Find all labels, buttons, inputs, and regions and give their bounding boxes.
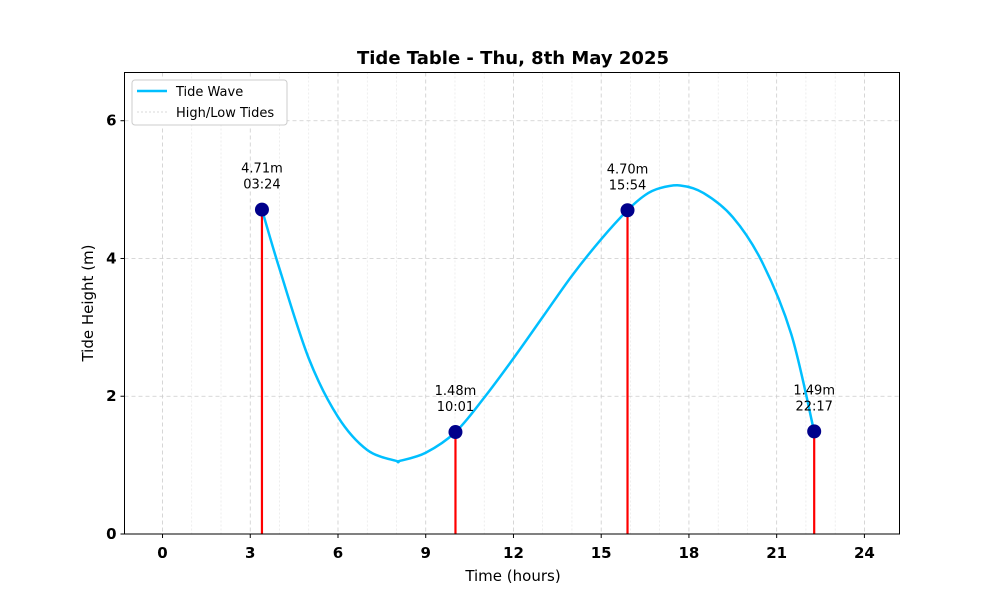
legend-label-tide-wave: Tide Wave [175, 85, 243, 100]
tide-point [448, 425, 463, 440]
y-tick-label: 4 [106, 249, 116, 267]
tide-point-time-label: 03:24 [243, 178, 280, 193]
tide-point-time-label: 15:54 [609, 178, 646, 193]
tide-wave-line [260, 184, 816, 464]
legend-label-high-low: High/Low Tides [176, 106, 274, 121]
x-tick-label: 6 [333, 544, 343, 562]
y-tick-label: 0 [106, 525, 116, 543]
y-axis-ticks: 0 2 4 6 [106, 112, 125, 543]
x-tick-label: 21 [766, 544, 787, 562]
y-tick-label: 6 [106, 112, 116, 130]
tide-point-height-label: 1.49m [793, 383, 835, 398]
legend: Tide Wave High/Low Tides [131, 79, 288, 126]
tide-point-height-label: 4.71m [241, 162, 283, 177]
y-tick-label: 2 [106, 387, 116, 405]
plot-frame [124, 72, 900, 535]
x-tick-label: 3 [245, 544, 255, 562]
x-tick-label: 15 [591, 544, 612, 562]
x-tick-label: 12 [503, 544, 524, 562]
tide-point [254, 202, 269, 217]
tide-points [254, 202, 822, 440]
tide-point-time-label: 22:17 [795, 399, 832, 414]
tide-stems [260, 209, 816, 534]
tide-point-time-label: 10:01 [437, 400, 474, 415]
tide-curve [260, 184, 816, 464]
x-axis-ticks: 0 3 6 9 12 15 18 21 24 [157, 534, 875, 562]
tide-point-height-label: 1.48m [435, 384, 477, 399]
tide-point-height-label: 4.70m [607, 162, 649, 177]
chart-title: Tide Table - Thu, 8th May 2025 [357, 48, 669, 69]
tide-point [807, 424, 822, 439]
x-tick-label: 24 [854, 544, 875, 562]
x-tick-label: 0 [157, 544, 167, 562]
grid [124, 72, 900, 534]
legend-box [131, 79, 288, 126]
x-tick-label: 18 [678, 544, 699, 562]
x-axis-label: Time (hours) [464, 567, 560, 585]
tide-point [620, 203, 635, 218]
y-axis-label: Tide Height (m) [79, 244, 97, 362]
x-tick-label: 9 [421, 544, 431, 562]
